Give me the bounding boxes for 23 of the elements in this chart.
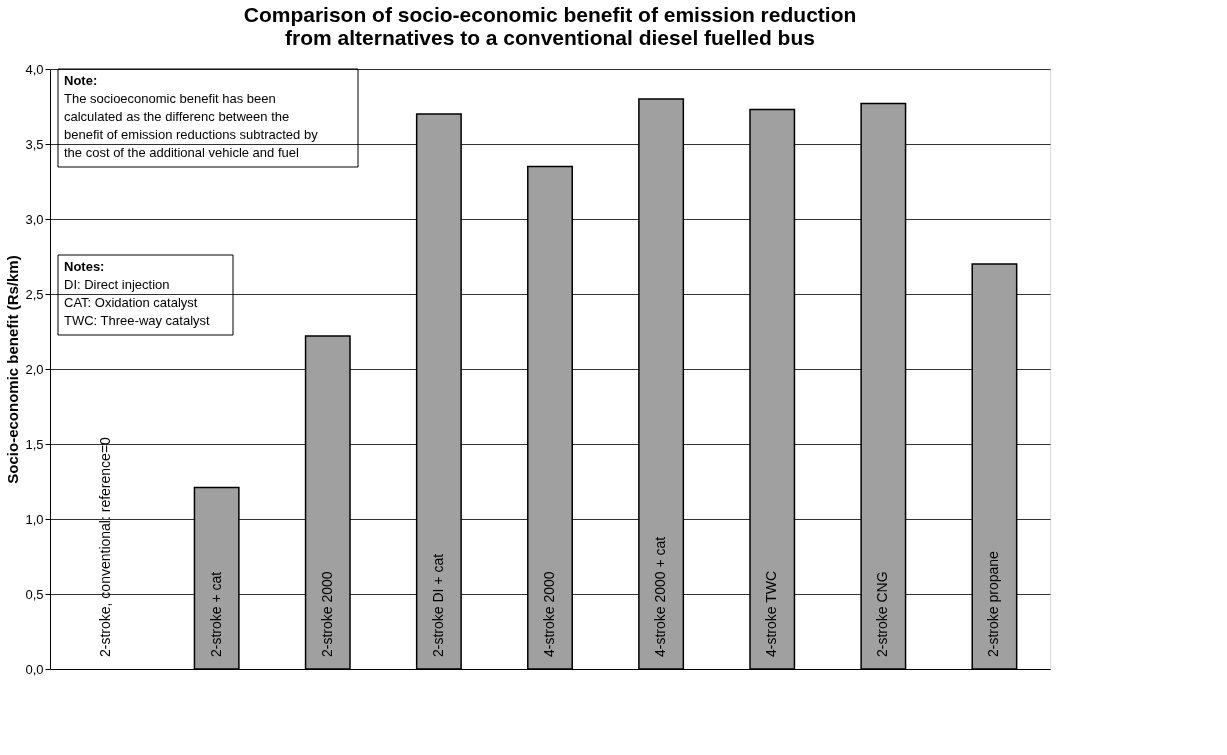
y-tick-label: 1,5 [25,436,44,452]
y-tick-label: 4,0 [25,61,44,77]
x-tick-label: 2-stroke, conventional: reference=0 [96,436,113,657]
x-tick-label: 2-stroke propane [985,550,1002,657]
x-tick-label: 4-stroke TWC [763,570,780,657]
x-tick-label: 4-stroke 2000 + cat [652,536,669,657]
y-tick-label: 0,5 [25,586,44,602]
annotation: Notes: DI: Direct injection CAT: Oxidation catalyst TWC: Three-way catalyst [64,259,211,328]
y-tick-label: 0,0 [25,661,44,677]
x-tick-label: 2-stroke DI + cat [429,553,446,657]
text: Comparison of socio-economic benefit of emission reduction [243,3,857,26]
y-tick-label: 2,0 [25,361,44,377]
y-tick-label: 2,5 [25,286,44,302]
x-tick-label: 4-stroke 2000 [541,571,557,657]
y-tick-label: 3,5 [25,136,44,152]
x-tick-label: 2-stroke CNG [874,571,891,657]
y-tick-label: 3,0 [25,211,44,227]
text: from alternatives to a conventional diesel fuelled bus [285,26,815,49]
x-tick-label: 2-stroke 2000 [318,571,335,657]
y-tick-label: 1,0 [25,511,44,527]
x-tick-label: 2-stroke + cat [207,571,224,657]
y-axis-title: Socio-economic benefit (Rs/km) [4,255,22,484]
annotation: Note: The socioeconomic benefit has been calculated as the differenc between the benefit of emission reductions subtracted by the cost of the additional vehicle and fuel [64,73,319,160]
